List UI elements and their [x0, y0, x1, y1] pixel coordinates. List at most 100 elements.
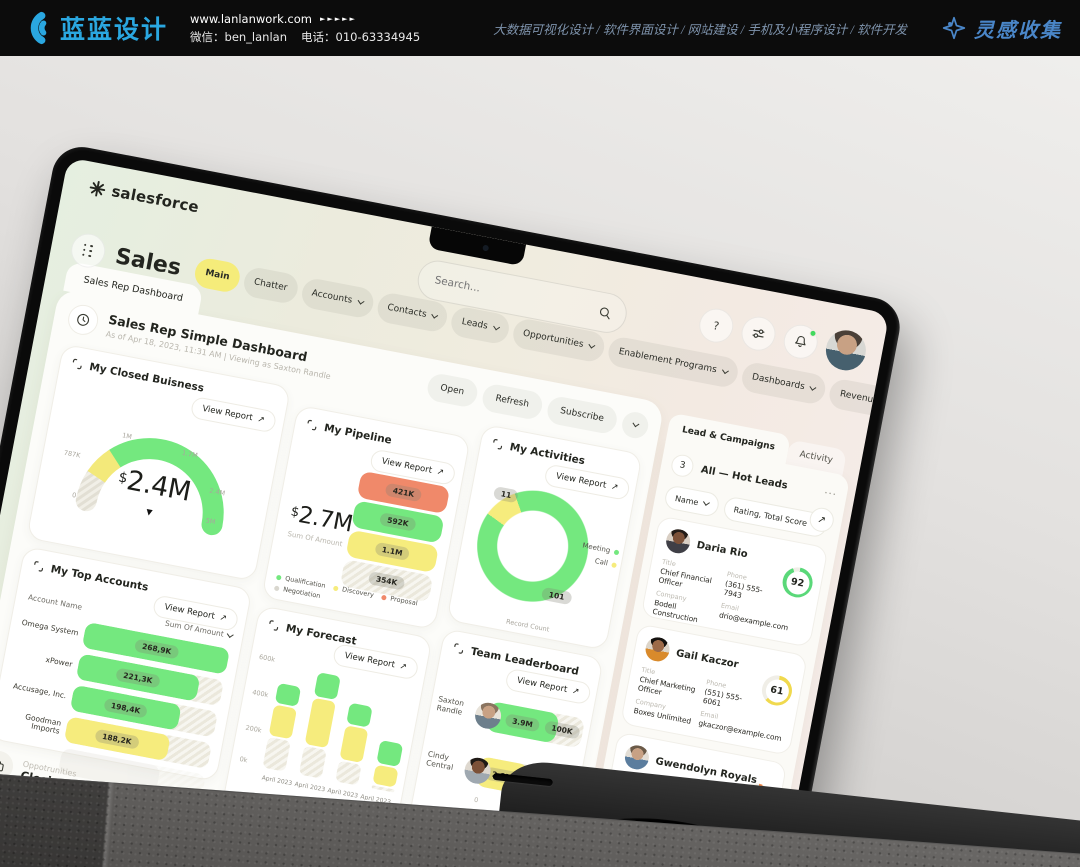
- y-axis-tick: 0k: [238, 755, 249, 765]
- laptop-mockup: salesforce ?: [0, 142, 905, 867]
- lead-card[interactable]: Gail Kaczor 61 Title Chief Marketing Offi…: [619, 623, 809, 756]
- bar-value-badge: 198,4K: [103, 697, 149, 719]
- photo-scene: salesforce ?: [0, 56, 1080, 867]
- app-launcher-button[interactable]: [68, 230, 109, 271]
- card-title: My Pipeline: [323, 421, 393, 447]
- chevron-down-icon: [809, 383, 817, 391]
- card-my-closed-business: My Closed Buisness View Report ↗: [26, 343, 292, 582]
- dashboard-actions: Open Refresh Subscribe: [425, 371, 651, 442]
- column-account-name[interactable]: Account Name: [27, 592, 83, 612]
- dashboard-clock-badge: [65, 302, 101, 338]
- clock-icon: [77, 313, 90, 326]
- card-title: My Forecast: [284, 621, 358, 648]
- y-axis-tick: 600k: [258, 652, 276, 664]
- inspiration-icon: [942, 16, 966, 40]
- expand-icon[interactable]: [451, 641, 466, 656]
- arrow-up-right-icon: ↗: [435, 466, 445, 479]
- nav-tab-revenue-insights[interactable]: Revenue Insights: [827, 377, 890, 426]
- nav-tab-leads[interactable]: Leads: [449, 305, 512, 346]
- card-my-pipeline: My Pipeline View Report ↗ $2.7M Sum Of Am…: [261, 404, 471, 631]
- notification-dot: [808, 329, 818, 338]
- chevron-down-icon: [702, 498, 710, 506]
- opportunities-footer[interactable]: Oppotrunities Closing This Mounth: [0, 748, 154, 809]
- salesforce-logo: salesforce: [88, 178, 201, 217]
- pipeline-bars: 421K 592K 1.1M 354K: [339, 470, 451, 606]
- filter-name[interactable]: Name: [663, 484, 721, 518]
- more-menu-icon[interactable]: ···: [823, 487, 838, 501]
- sliders-icon: [752, 329, 765, 338]
- view-report-button[interactable]: View Report ↗: [504, 667, 592, 706]
- card-my-activities: My Activities View Report ↗ 11 101 Meetin…: [446, 423, 643, 651]
- chevron-down-icon: [226, 630, 234, 638]
- dashboard-panel: Sales Rep Simple Dashboard As of Apr 18,…: [0, 287, 665, 867]
- donut-value-badge: 11: [492, 486, 520, 504]
- forecast-bar: [371, 740, 404, 793]
- chevron-down-icon: [631, 420, 639, 428]
- nav-tab-dashboards[interactable]: Dashboards: [739, 360, 829, 406]
- help-button[interactable]: ?: [696, 305, 737, 346]
- promo-banner: 蓝蓝设计 www.lanlanwork.com ►►►►► 微信：ben_lan…: [0, 0, 1080, 56]
- salesforce-logo-text: salesforce: [110, 182, 201, 217]
- expand-icon[interactable]: [266, 618, 281, 633]
- arrow-up-right-icon: ↗: [218, 612, 228, 624]
- user-avatar[interactable]: [822, 326, 870, 374]
- expand-icon[interactable]: [304, 417, 319, 432]
- header-icon-cluster: ?: [696, 303, 870, 374]
- y-axis-tick: 400k: [251, 688, 269, 700]
- salesforce-star-icon: [89, 180, 106, 196]
- chevron-down-icon: [588, 341, 596, 349]
- banner-collect-text: 灵感收集: [974, 19, 1062, 42]
- lead-score-ring: 92: [780, 564, 816, 600]
- nav-tab-main[interactable]: Main: [192, 256, 243, 295]
- help-icon: ?: [712, 318, 721, 333]
- card-my-top-accounts: My Top Accounts View Report ↗ Account Nam…: [0, 545, 253, 801]
- bell-icon: [795, 335, 806, 347]
- laptop-screen: salesforce ?: [0, 157, 890, 867]
- card-my-forecast: My Forecast View Report ↗ 600k 400k 200k …: [221, 605, 433, 839]
- banner-website: www.lanlanwork.com: [190, 11, 312, 26]
- arrow-up-right-icon: ↗: [398, 661, 408, 673]
- lead-avatar: [664, 527, 693, 556]
- chevron-down-icon: [492, 323, 500, 331]
- subscribe-button[interactable]: Subscribe: [544, 394, 620, 436]
- arrow-up-right-icon: ↗: [816, 513, 827, 526]
- banner-wechat: 微信：ben_lanlan: [190, 29, 287, 44]
- y-axis-tick: 200k: [244, 723, 263, 735]
- chevron-down-icon: [721, 367, 729, 375]
- leads-list-title: All — Hot Leads: [700, 463, 789, 492]
- expand-icon[interactable]: [70, 356, 85, 371]
- leaderboard-row: 3.9M 100K: [472, 700, 586, 749]
- forecast-bar: [262, 683, 302, 772]
- lanlan-logo: 蓝蓝设计: [18, 10, 168, 46]
- nav-tab-chatter[interactable]: Chatter: [241, 265, 300, 306]
- bar-value-badge: 188,2K: [94, 728, 140, 750]
- refresh-button[interactable]: Refresh: [480, 382, 545, 422]
- lead-score-ring: 61: [759, 672, 795, 708]
- forecast-bar: [298, 672, 341, 779]
- expand-icon[interactable]: [490, 437, 505, 452]
- gauge-tick: 1M: [121, 431, 133, 441]
- lanlan-logo-icon: [30, 11, 47, 45]
- chevron-down-icon: [357, 297, 365, 305]
- arrow-up-right-icon: ↗: [571, 686, 581, 698]
- card-title: My Activities: [508, 440, 587, 467]
- camera-dot: [481, 244, 489, 252]
- gauge-arc: [75, 438, 224, 536]
- nav-tab-accounts[interactable]: Accounts: [299, 276, 376, 320]
- settings-button[interactable]: [738, 313, 779, 354]
- lead-card[interactable]: Daria Rio 92 Title Chief Financial Office…: [640, 515, 829, 648]
- notifications-button[interactable]: [780, 321, 821, 362]
- banner-arrows: ►►►►►: [319, 14, 357, 23]
- arrow-up-right-icon: ↗: [610, 481, 620, 493]
- banner-collect: 灵感收集: [941, 14, 1062, 43]
- arrow-up-right-icon: ↗: [256, 414, 266, 426]
- open-button[interactable]: Open: [425, 371, 480, 409]
- more-actions-button[interactable]: [619, 409, 651, 441]
- search-bar[interactable]: [414, 257, 631, 337]
- expand-icon[interactable]: [31, 559, 46, 574]
- lead-name: Daria Rio: [695, 539, 749, 560]
- search-icon: [600, 307, 610, 319]
- lanlan-logo-text: 蓝蓝设计: [60, 15, 169, 44]
- card-team-leaderboard: Team Leaderboard View Report ↗ Saxton Ran…: [406, 628, 604, 860]
- bar-value-badge: 221,3K: [115, 666, 161, 688]
